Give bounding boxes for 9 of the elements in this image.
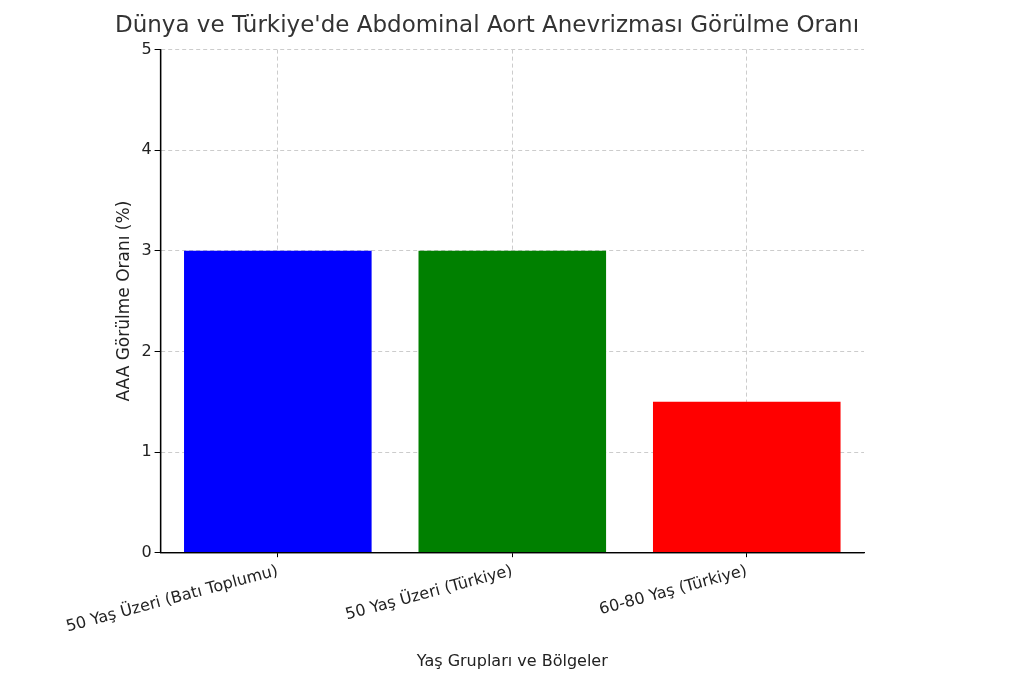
y-tick-label: 0 <box>141 541 152 561</box>
y-axis-title: AAA Görülme Oranı (%) <box>112 200 133 402</box>
y-tick-label: 3 <box>141 239 152 259</box>
y-tick-label: 1 <box>141 441 152 461</box>
y-tick-label: 2 <box>141 340 152 360</box>
y-tick-label: 4 <box>141 139 152 159</box>
y-tick-label: 5 <box>141 38 152 58</box>
chart-title: Dünya ve Türkiye'de Abdominal Aort Anevrizması Görülme Oranı <box>114 10 860 37</box>
x-axis-title: Yaş Grupları ve Bölgeler <box>415 650 609 670</box>
